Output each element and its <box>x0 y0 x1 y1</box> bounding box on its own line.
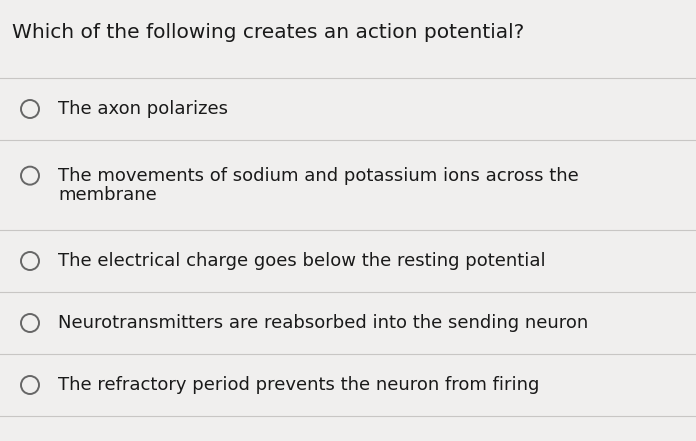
Text: The electrical charge goes below the resting potential: The electrical charge goes below the res… <box>58 252 546 270</box>
Bar <box>0 230 696 292</box>
Text: Neurotransmitters are reabsorbed into the sending neuron: Neurotransmitters are reabsorbed into th… <box>58 314 588 332</box>
Text: The refractory period prevents the neuron from firing: The refractory period prevents the neuro… <box>58 376 539 394</box>
Bar <box>0 140 696 230</box>
Bar <box>0 292 696 354</box>
Text: Which of the following creates an action potential?: Which of the following creates an action… <box>12 22 524 41</box>
Bar <box>0 78 696 140</box>
Bar <box>0 354 696 416</box>
Text: membrane: membrane <box>58 186 157 204</box>
Text: The axon polarizes: The axon polarizes <box>58 100 228 118</box>
Text: The movements of sodium and potassium ions across the: The movements of sodium and potassium io… <box>58 167 579 185</box>
Bar <box>0 0 696 58</box>
